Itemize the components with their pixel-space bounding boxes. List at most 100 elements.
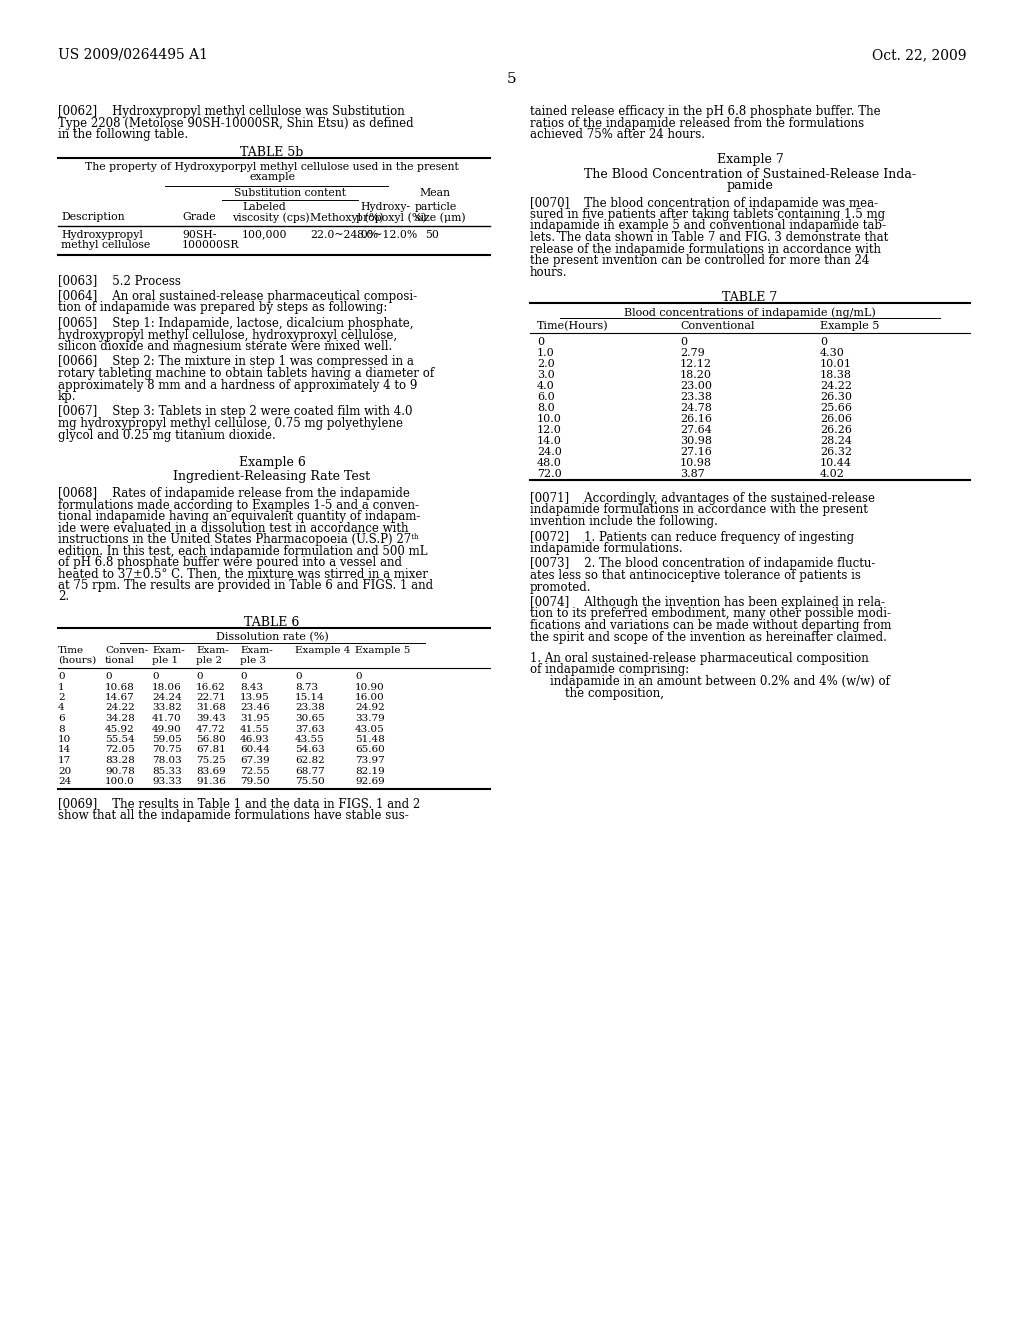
Text: 59.05: 59.05 bbox=[152, 735, 181, 744]
Text: heated to 37±0.5° C. Then, the mixture was stirred in a mixer: heated to 37±0.5° C. Then, the mixture w… bbox=[58, 568, 428, 581]
Text: hours.: hours. bbox=[530, 265, 567, 279]
Text: 91.36: 91.36 bbox=[196, 777, 225, 785]
Text: ide were evaluated in a dissolution test in accordance with: ide were evaluated in a dissolution test… bbox=[58, 521, 409, 535]
Text: 0: 0 bbox=[152, 672, 159, 681]
Text: 10.01: 10.01 bbox=[820, 359, 852, 370]
Text: 18.38: 18.38 bbox=[820, 370, 852, 380]
Text: 33.82: 33.82 bbox=[152, 704, 181, 713]
Text: tional indapamide having an equivalent quantity of indapam-: tional indapamide having an equivalent q… bbox=[58, 510, 421, 523]
Text: mg hydroxypropyl methyl cellulose, 0.75 mg polyethylene: mg hydroxypropyl methyl cellulose, 0.75 … bbox=[58, 417, 403, 430]
Text: lets. The data shown in Table 7 and FIG. 3 demonstrate that: lets. The data shown in Table 7 and FIG.… bbox=[530, 231, 888, 244]
Text: 46.93: 46.93 bbox=[240, 735, 269, 744]
Text: 2.0: 2.0 bbox=[537, 359, 555, 370]
Text: 25.66: 25.66 bbox=[820, 403, 852, 413]
Text: Description: Description bbox=[61, 213, 125, 223]
Text: 10.98: 10.98 bbox=[680, 458, 712, 469]
Text: 2.: 2. bbox=[58, 590, 70, 603]
Text: formulations made according to Examples 1-5 and a conven-: formulations made according to Examples … bbox=[58, 499, 419, 511]
Text: 22.71: 22.71 bbox=[196, 693, 225, 702]
Text: 0: 0 bbox=[240, 672, 247, 681]
Text: 24: 24 bbox=[58, 777, 72, 785]
Text: the composition,: the composition, bbox=[550, 686, 664, 700]
Text: [0066]    Step 2: The mixture in step 1 was compressed in a: [0066] Step 2: The mixture in step 1 was… bbox=[58, 355, 414, 368]
Text: Substitution content: Substitution content bbox=[234, 189, 346, 198]
Text: indapamide in example 5 and conventional indapamide tab-: indapamide in example 5 and conventional… bbox=[530, 219, 886, 232]
Text: 70.75: 70.75 bbox=[152, 746, 181, 755]
Text: 43.05: 43.05 bbox=[355, 725, 385, 734]
Text: 72.0: 72.0 bbox=[537, 469, 562, 479]
Text: 72.55: 72.55 bbox=[240, 767, 269, 776]
Text: show that all the indapamide formulations have stable sus-: show that all the indapamide formulation… bbox=[58, 809, 409, 822]
Text: 82.19: 82.19 bbox=[355, 767, 385, 776]
Text: Time: Time bbox=[58, 645, 84, 655]
Text: 4.02: 4.02 bbox=[820, 469, 845, 479]
Text: Example 6: Example 6 bbox=[239, 455, 305, 469]
Text: 14.0: 14.0 bbox=[537, 436, 562, 446]
Text: size (μm): size (μm) bbox=[415, 213, 466, 223]
Text: 0: 0 bbox=[820, 337, 827, 347]
Text: instructions in the United States Pharmacopoeia (U.S.P) 27ᵗʰ: instructions in the United States Pharma… bbox=[58, 533, 419, 546]
Text: 10.68: 10.68 bbox=[105, 682, 135, 692]
Text: 1: 1 bbox=[58, 682, 65, 692]
Text: 23.38: 23.38 bbox=[295, 704, 325, 713]
Text: 4.30: 4.30 bbox=[820, 348, 845, 358]
Text: 15.14: 15.14 bbox=[295, 693, 325, 702]
Text: 50: 50 bbox=[425, 230, 439, 239]
Text: Hydroxypropyl: Hydroxypropyl bbox=[61, 230, 143, 239]
Text: 68.77: 68.77 bbox=[295, 767, 325, 776]
Text: Ingredient-Releasing Rate Test: Ingredient-Releasing Rate Test bbox=[173, 470, 371, 483]
Text: 24.78: 24.78 bbox=[680, 403, 712, 413]
Text: Exam-: Exam- bbox=[196, 645, 228, 655]
Text: at 75 rpm. The results are provided in Table 6 and FIGS. 1 and: at 75 rpm. The results are provided in T… bbox=[58, 579, 433, 591]
Text: kp.: kp. bbox=[58, 389, 77, 403]
Text: 17: 17 bbox=[58, 756, 72, 766]
Text: indapamide formulations in accordance with the present: indapamide formulations in accordance wi… bbox=[530, 503, 868, 516]
Text: 55.54: 55.54 bbox=[105, 735, 135, 744]
Text: 56.80: 56.80 bbox=[196, 735, 225, 744]
Text: [0071]    Accordingly, advantages of the sustained-release: [0071] Accordingly, advantages of the su… bbox=[530, 492, 874, 506]
Text: 92.69: 92.69 bbox=[355, 777, 385, 785]
Text: Mean: Mean bbox=[420, 189, 451, 198]
Text: 10.0: 10.0 bbox=[537, 414, 562, 424]
Text: TABLE 6: TABLE 6 bbox=[245, 616, 300, 630]
Text: 8: 8 bbox=[58, 725, 65, 734]
Text: hydroxypropyl methyl cellulose, hydroxyproxyl cellulose,: hydroxypropyl methyl cellulose, hydroxyp… bbox=[58, 329, 397, 342]
Text: particle: particle bbox=[415, 202, 458, 213]
Text: The Blood Concentration of Sustained-Release Inda-: The Blood Concentration of Sustained-Rel… bbox=[584, 168, 916, 181]
Text: 12.0: 12.0 bbox=[537, 425, 562, 436]
Text: [0063]    5.2 Process: [0063] 5.2 Process bbox=[58, 275, 181, 288]
Text: 45.92: 45.92 bbox=[105, 725, 135, 734]
Text: propoxyl (%): propoxyl (%) bbox=[356, 213, 427, 223]
Text: 100.0: 100.0 bbox=[105, 777, 135, 785]
Text: the present invention can be controlled for more than 24: the present invention can be controlled … bbox=[530, 253, 869, 267]
Text: 26.06: 26.06 bbox=[820, 414, 852, 424]
Text: 0: 0 bbox=[680, 337, 687, 347]
Text: 67.81: 67.81 bbox=[196, 746, 225, 755]
Text: 60.44: 60.44 bbox=[240, 746, 269, 755]
Text: 0: 0 bbox=[537, 337, 544, 347]
Text: 83.69: 83.69 bbox=[196, 767, 225, 776]
Text: 30.65: 30.65 bbox=[295, 714, 325, 723]
Text: 4: 4 bbox=[58, 704, 65, 713]
Text: [0067]    Step 3: Tablets in step 2 were coated film with 4.0: [0067] Step 3: Tablets in step 2 were co… bbox=[58, 405, 413, 418]
Text: Exam-: Exam- bbox=[240, 645, 272, 655]
Text: ple 2: ple 2 bbox=[196, 656, 222, 665]
Text: 16.00: 16.00 bbox=[355, 693, 385, 702]
Text: 27.64: 27.64 bbox=[680, 425, 712, 436]
Text: [0072]    1. Patients can reduce frequency of ingesting: [0072] 1. Patients can reduce frequency … bbox=[530, 531, 854, 544]
Text: invention include the following.: invention include the following. bbox=[530, 515, 718, 528]
Text: Dissolution rate (%): Dissolution rate (%) bbox=[216, 632, 329, 643]
Text: 20: 20 bbox=[58, 767, 72, 776]
Text: 90SH-: 90SH- bbox=[182, 230, 216, 239]
Text: example: example bbox=[249, 173, 295, 182]
Text: Type 2208 (Metolose 90SH-10000SR, Shin Etsu) as defined: Type 2208 (Metolose 90SH-10000SR, Shin E… bbox=[58, 116, 414, 129]
Text: 24.0: 24.0 bbox=[537, 447, 562, 457]
Text: silicon dioxide and magnesium sterate were mixed well.: silicon dioxide and magnesium sterate we… bbox=[58, 341, 392, 352]
Text: 83.28: 83.28 bbox=[105, 756, 135, 766]
Text: 22.0~24.0%: 22.0~24.0% bbox=[310, 230, 378, 239]
Text: 8.0~12.0%: 8.0~12.0% bbox=[356, 230, 417, 239]
Text: tained release efficacy in the pH 6.8 phosphate buffer. The: tained release efficacy in the pH 6.8 ph… bbox=[530, 106, 881, 117]
Text: (hours): (hours) bbox=[58, 656, 96, 665]
Text: 13.95: 13.95 bbox=[240, 693, 269, 702]
Text: 65.60: 65.60 bbox=[355, 746, 385, 755]
